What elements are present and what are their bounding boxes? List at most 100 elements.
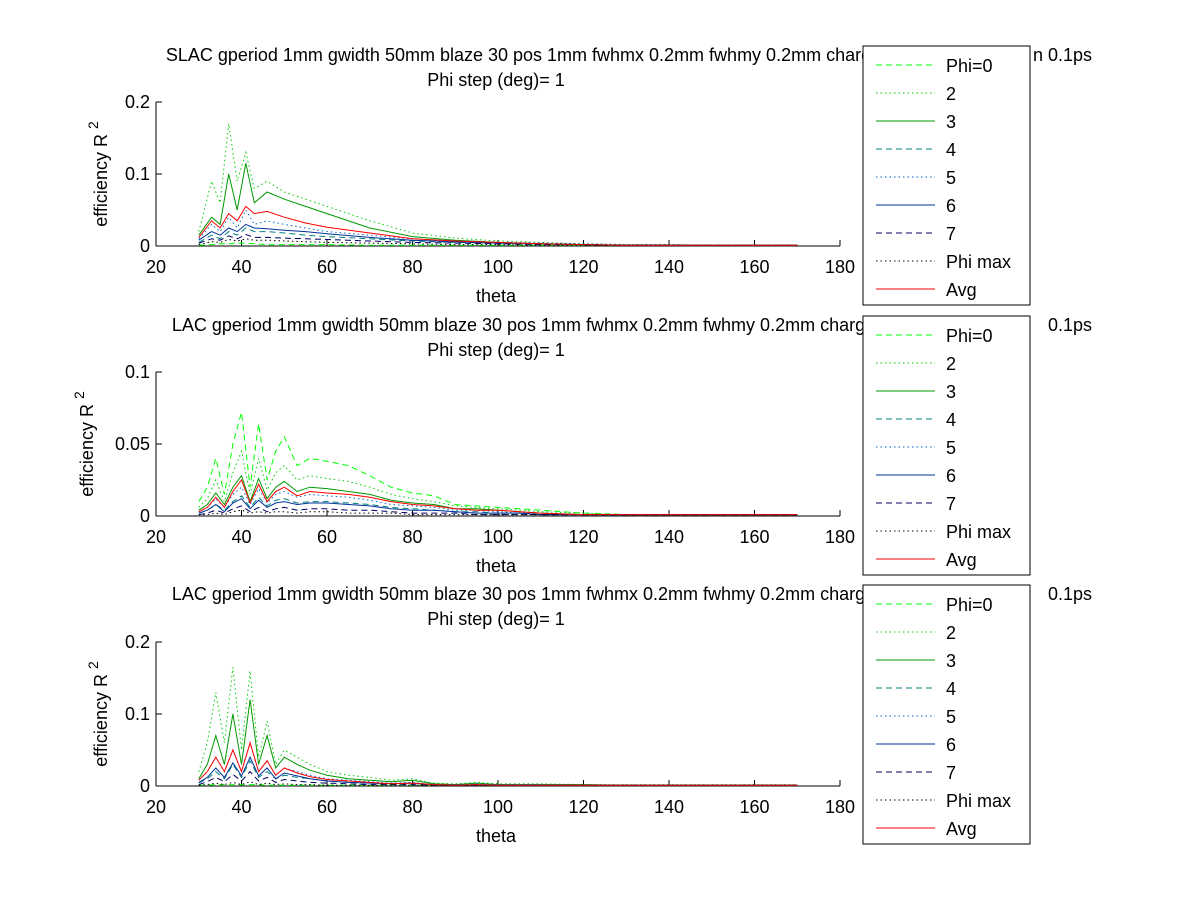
x-tick-label: 40 bbox=[231, 527, 251, 547]
legend-entry-label: 7 bbox=[946, 224, 956, 244]
legend-entry-label: Avg bbox=[946, 280, 977, 300]
series-group bbox=[198, 123, 798, 246]
y-tick-label: 0.1 bbox=[125, 704, 150, 724]
y-axis-label-text: efficiency R bbox=[91, 669, 111, 767]
chart-subtitle: Phi step (deg)= 1 bbox=[427, 70, 565, 90]
y-tick-label: 0.2 bbox=[125, 632, 150, 652]
x-tick-label: 180 bbox=[825, 527, 855, 547]
chart-title-tail: n 0.1ps bbox=[1033, 45, 1092, 65]
x-tick-label: 100 bbox=[483, 257, 513, 277]
y-tick-label: 0.05 bbox=[115, 434, 150, 454]
legend-entry-label: Phi=0 bbox=[946, 326, 993, 346]
y-axis-label-text: efficiency R bbox=[91, 129, 111, 227]
legend-entry-label: Phi max bbox=[946, 252, 1011, 272]
legend-entry-label: 5 bbox=[946, 168, 956, 188]
series-line-phi-0 bbox=[198, 412, 798, 516]
series-line-phi-0 bbox=[198, 242, 798, 246]
chart-title-tail: 0.1ps bbox=[1048, 584, 1092, 604]
legend-entry-label: Phi=0 bbox=[946, 56, 993, 76]
legend-entry-label: Avg bbox=[946, 819, 977, 839]
y-axis-label-superscript: 2 bbox=[85, 121, 101, 129]
chart-subtitle: Phi step (deg)= 1 bbox=[427, 340, 565, 360]
series-line-5 bbox=[198, 208, 798, 246]
x-tick-label: 40 bbox=[231, 797, 251, 817]
legend-entry-label: Avg bbox=[946, 550, 977, 570]
series-line-avg bbox=[198, 478, 798, 516]
x-tick-label: 160 bbox=[739, 797, 769, 817]
x-tick-label: 180 bbox=[825, 257, 855, 277]
y-axis-label: efficiency R 2 bbox=[85, 121, 111, 227]
legend: Phi=0 2 3 4 5 6 7 Phi max Avg bbox=[862, 45, 1031, 306]
series-line-avg bbox=[198, 205, 798, 246]
legend: Phi=0 2 3 4 5 6 7 Phi max Avg bbox=[862, 584, 1031, 845]
x-tick-label: 120 bbox=[568, 257, 598, 277]
legend: Phi=0 2 3 4 5 6 7 Phi max Avg bbox=[862, 315, 1031, 576]
legend-entry-label: 7 bbox=[946, 494, 956, 514]
chart-title: SLAC gperiod 1mm gwidth 50mm blaze 30 po… bbox=[166, 45, 926, 65]
series-line-4 bbox=[198, 495, 798, 516]
x-tick-label: 40 bbox=[231, 257, 251, 277]
subplot-panels: SLAC gperiod 1mm gwidth 50mm blaze 30 po… bbox=[71, 45, 1092, 846]
legend-entry-label: 6 bbox=[946, 196, 956, 216]
x-axis-label: theta bbox=[476, 286, 517, 306]
x-tick-label: 140 bbox=[654, 797, 684, 817]
x-tick-label: 160 bbox=[739, 527, 769, 547]
series-line-avg bbox=[198, 741, 798, 786]
y-tick-label: 0 bbox=[140, 236, 150, 256]
x-tick-label: 120 bbox=[568, 797, 598, 817]
legend-entry-label: 3 bbox=[946, 112, 956, 132]
x-tick-label: 20 bbox=[146, 527, 166, 547]
x-tick-label: 60 bbox=[317, 257, 337, 277]
y-axis-label-text: efficiency R bbox=[77, 399, 97, 497]
legend-entry-label: 2 bbox=[946, 84, 956, 104]
y-axis-label: efficiency R 2 bbox=[71, 391, 97, 497]
chart-title: LAC gperiod 1mm gwidth 50mm blaze 30 pos… bbox=[172, 315, 920, 335]
x-tick-label: 60 bbox=[317, 797, 337, 817]
y-axis-label: efficiency R 2 bbox=[85, 661, 111, 767]
y-tick-label: 0.1 bbox=[125, 164, 150, 184]
series-group bbox=[198, 667, 798, 786]
legend-entry-label: 4 bbox=[946, 679, 956, 699]
y-tick-label: 0 bbox=[140, 506, 150, 526]
x-tick-label: 160 bbox=[739, 257, 769, 277]
legend-box bbox=[862, 315, 1031, 576]
legend-entry-label: Phi max bbox=[946, 522, 1011, 542]
y-tick-label: 0 bbox=[140, 776, 150, 796]
x-tick-label: 20 bbox=[146, 797, 166, 817]
x-tick-label: 80 bbox=[402, 797, 422, 817]
series-line-2 bbox=[198, 667, 798, 786]
subplot-3: LAC gperiod 1mm gwidth 50mm blaze 30 pos… bbox=[85, 584, 1092, 846]
x-tick-label: 100 bbox=[483, 797, 513, 817]
x-tick-label: 120 bbox=[568, 527, 598, 547]
x-tick-label: 140 bbox=[654, 257, 684, 277]
y-axis-label-superscript: 2 bbox=[85, 661, 101, 669]
legend-box bbox=[862, 45, 1031, 306]
subplot-1: SLAC gperiod 1mm gwidth 50mm blaze 30 po… bbox=[85, 45, 1092, 306]
subplot-2: LAC gperiod 1mm gwidth 50mm blaze 30 pos… bbox=[71, 315, 1092, 576]
legend-entry-label: 3 bbox=[946, 651, 956, 671]
y-axis-label-superscript: 2 bbox=[71, 391, 87, 399]
chart-subtitle: Phi step (deg)= 1 bbox=[427, 609, 565, 629]
legend-entry-label: Phi=0 bbox=[946, 595, 993, 615]
x-tick-label: 140 bbox=[654, 527, 684, 547]
chart-title-tail: 0.1ps bbox=[1048, 315, 1092, 335]
x-tick-label: 180 bbox=[825, 797, 855, 817]
chart-title: LAC gperiod 1mm gwidth 50mm blaze 30 pos… bbox=[172, 584, 920, 604]
x-tick-label: 60 bbox=[317, 527, 337, 547]
x-tick-label: 20 bbox=[146, 257, 166, 277]
legend-entry-label: 7 bbox=[946, 763, 956, 783]
series-line-2 bbox=[198, 123, 798, 246]
x-axis-label: theta bbox=[476, 826, 517, 846]
x-axis-label: theta bbox=[476, 556, 517, 576]
series-line-5 bbox=[198, 486, 798, 516]
x-tick-label: 80 bbox=[402, 527, 422, 547]
legend-entry-label: 6 bbox=[946, 735, 956, 755]
series-line-phi-max bbox=[198, 509, 798, 516]
legend-entry-label: Phi max bbox=[946, 791, 1011, 811]
legend-entry-label: 2 bbox=[946, 354, 956, 374]
legend-entry-label: 2 bbox=[946, 623, 956, 643]
series-line-7 bbox=[198, 505, 798, 516]
legend-entry-label: 4 bbox=[946, 140, 956, 160]
legend-entry-label: 3 bbox=[946, 382, 956, 402]
